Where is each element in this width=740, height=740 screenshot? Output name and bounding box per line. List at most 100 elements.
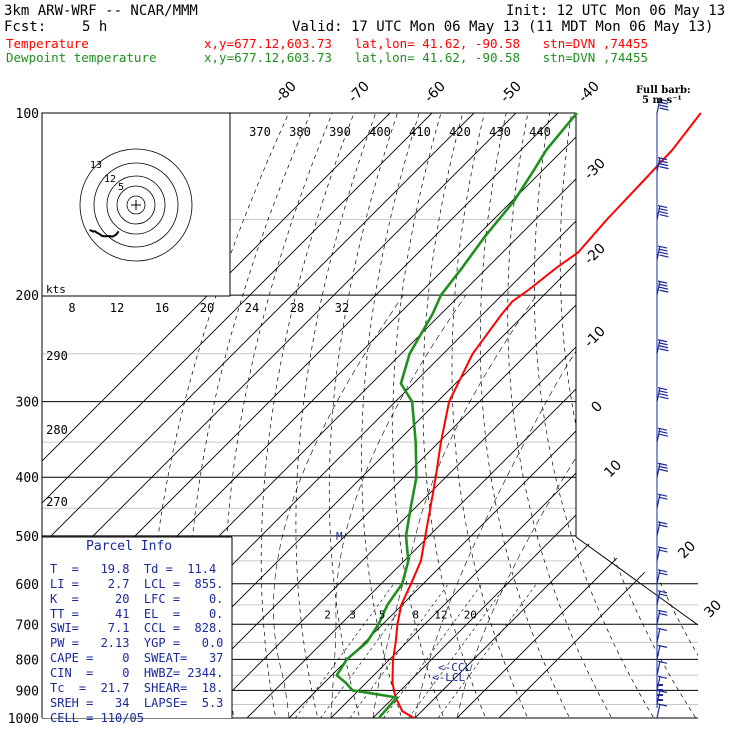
- hodograph-point-label: 5: [118, 182, 124, 193]
- grid-layer: [41, 85, 740, 731]
- wind-barb-feather: [657, 546, 668, 550]
- dry-adiabat-line: [224, 113, 345, 718]
- hodograph-ring: [116, 185, 156, 225]
- wind-barb: [656, 494, 661, 509]
- hodo-speed-label: 24: [245, 301, 259, 315]
- wind-barb-feather: [658, 342, 668, 346]
- wind-barb-feather: [658, 248, 668, 252]
- mixing-ratio-line: [383, 583, 483, 718]
- wind-barb-feather: [659, 289, 669, 293]
- wind-barb: [656, 590, 661, 605]
- isotherm-label: 30: [701, 597, 725, 621]
- theta-label: 390: [329, 125, 351, 139]
- theta-label: 430: [489, 125, 511, 139]
- wind-barb-feather: [657, 569, 668, 573]
- wind-barb-feather: [657, 339, 668, 343]
- theta-label: 380: [289, 125, 311, 139]
- dry-adiabat-line: [585, 113, 698, 718]
- pressure-tick-label: 500: [16, 530, 39, 545]
- pressure-tick-label: 100: [16, 107, 39, 122]
- parcel-row: Tc = 21.7 SHEAR= 18.: [50, 681, 224, 695]
- wind-barb-feather: [659, 396, 669, 400]
- dry-adiabat-line: [451, 113, 535, 718]
- wind-barb-feather: [657, 627, 668, 631]
- wind-barb-feather: [657, 493, 668, 497]
- isotherm-line: [42, 113, 475, 718]
- wind-barb: [656, 428, 661, 443]
- isotherm-line: [456, 113, 698, 718]
- pressure-tick-label: 600: [16, 578, 39, 593]
- frame-diagonal: [575, 536, 699, 626]
- dry-adiabat-line: [609, 113, 698, 718]
- wind-barb-feather: [657, 98, 668, 102]
- parcel-row: K = 20 LFC = 0.: [50, 592, 224, 606]
- hodograph-point-label: 13: [90, 160, 102, 171]
- hodograph-units: kts: [46, 283, 66, 296]
- legend-temperature-label: Temperature: [6, 36, 89, 51]
- isotherm-label: 20: [675, 538, 699, 562]
- wind-barb-feather: [658, 496, 668, 500]
- parcel-row: SREH = 34 LAPSE= 5.3: [50, 696, 224, 710]
- wind-barb-feather: [659, 213, 669, 218]
- wind-barb: [656, 339, 661, 354]
- hodograph-ring: [93, 162, 179, 248]
- wind-barb: [656, 569, 661, 584]
- dry-adiabat-line: [392, 113, 450, 718]
- dry-adiabat-line: [507, 113, 620, 718]
- dry-adiabat-line: [702, 85, 740, 731]
- wind-barb-feather: [658, 286, 669, 290]
- mixing-ratio-line: [349, 583, 449, 718]
- mixing-ratio-label: 3: [349, 608, 356, 621]
- parcel-panel-bg: [42, 537, 232, 718]
- barb-unit: 5 m s⁻¹: [642, 95, 682, 106]
- wind-barb: [656, 661, 661, 676]
- wind-barb-feather: [657, 245, 668, 249]
- moist-adiabat-line: [273, 294, 404, 718]
- wind-barb: [656, 157, 661, 172]
- wind-barb-feather: [658, 207, 668, 212]
- lcl-marker: <-LCL: [432, 671, 466, 684]
- wind-barb-feather: [658, 430, 668, 434]
- legend-dewpoint-label: Dewpoint temperature: [6, 50, 157, 65]
- wind-barb: [656, 676, 661, 691]
- moist-adiabat-group: [273, 294, 690, 718]
- model-title: 3km ARW-WRF -- NCAR/MMM: [4, 3, 198, 19]
- wind-barb: [656, 245, 661, 261]
- wind-barb-feather: [658, 160, 668, 164]
- dry-adiabat-line: [559, 113, 698, 718]
- wind-barb: [656, 521, 661, 537]
- moist-adiabat-line: [372, 294, 537, 718]
- hodo-speed-label: 16: [155, 301, 169, 315]
- hodo-speed-label: 32: [335, 301, 349, 315]
- isotherm-line: [42, 113, 433, 718]
- series-layer: [89, 98, 702, 719]
- wind-barb: [656, 98, 661, 114]
- hodograph-ring: [79, 148, 193, 262]
- dry-adiabat-line: [633, 113, 698, 718]
- wind-barb-feather: [657, 609, 668, 613]
- ccl-marker: <-CCL: [438, 661, 472, 674]
- isotherm-label: -10: [581, 323, 608, 350]
- parcel-row: CIN = 0 HWBZ= 2344.: [50, 666, 224, 680]
- wind-barb-feather: [657, 427, 668, 431]
- mixing-ratio-label: 12: [434, 608, 447, 621]
- wind-barb-feather: [658, 251, 669, 255]
- wind-barb-feather: [658, 283, 668, 287]
- pressure-tick-label: 300: [16, 396, 39, 411]
- mixing-ratio-line: [320, 583, 420, 718]
- hodo-speed-label: 12: [110, 301, 124, 315]
- barb-title: Full barb:: [636, 85, 691, 96]
- wind-barb-feather: [658, 524, 668, 528]
- hodograph-ring: [126, 195, 146, 215]
- dry-adiabat-line: [656, 113, 698, 718]
- m-marker: M: [336, 530, 343, 543]
- wind-barb-feather: [658, 210, 669, 215]
- hodo-speed-label: 20: [200, 301, 214, 315]
- wind-barb-feather: [658, 572, 668, 576]
- dry-adiabat-line: [422, 113, 492, 718]
- wind-barb: [656, 463, 661, 478]
- wind-barb-feather: [657, 280, 668, 284]
- theta-label: 420: [449, 125, 471, 139]
- mixing-ratio-line: [437, 583, 537, 718]
- hodograph-point-label: 12: [104, 174, 116, 185]
